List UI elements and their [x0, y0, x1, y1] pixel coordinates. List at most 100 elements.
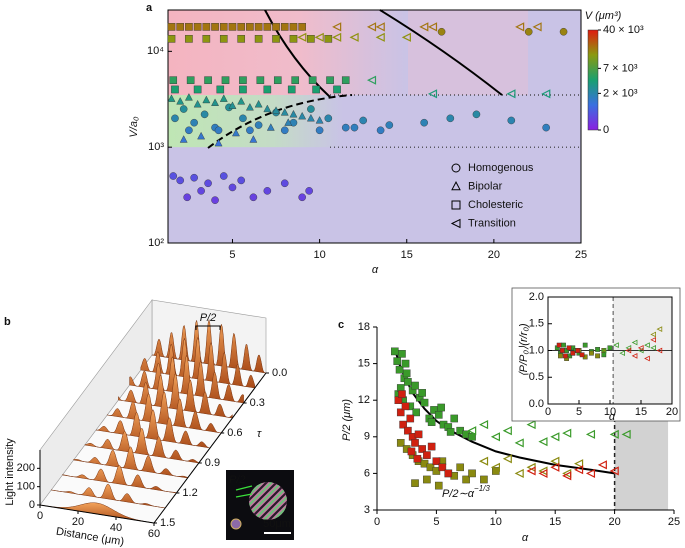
data-point — [176, 23, 184, 31]
data-point — [349, 32, 359, 42]
data-point — [404, 426, 412, 435]
stripe — [262, 482, 287, 520]
data-point — [515, 22, 525, 32]
data-point — [656, 326, 663, 332]
data-point — [427, 442, 436, 451]
x-tick-label: 20 — [608, 516, 620, 528]
y-axis-label: τ — [257, 428, 262, 440]
y-tick-label: 1.5 — [529, 318, 544, 330]
data-point — [263, 23, 272, 31]
intensity-trace — [50, 483, 166, 509]
data-point — [171, 85, 179, 94]
data-point — [219, 172, 228, 180]
data-point — [298, 111, 307, 120]
data-point — [570, 350, 576, 356]
data-point — [214, 138, 223, 147]
arrow — [235, 493, 253, 498]
data-point — [411, 479, 419, 487]
data-point — [585, 429, 596, 439]
intensity-trace — [95, 409, 211, 449]
data-point — [249, 193, 258, 202]
data-point — [446, 114, 455, 123]
data-point — [341, 123, 350, 132]
data-point — [559, 348, 565, 353]
data-point — [254, 121, 263, 129]
data-point — [478, 456, 489, 466]
data-point — [582, 342, 588, 348]
data-point — [561, 342, 566, 348]
data-point — [579, 352, 585, 358]
data-point — [239, 85, 247, 94]
pink-region — [408, 10, 528, 96]
data-point — [625, 344, 632, 351]
data-point — [246, 23, 254, 31]
data-point — [221, 76, 230, 84]
x-tick-label: 20 — [666, 406, 678, 418]
y-tick-label: 9 — [364, 431, 370, 443]
data-point — [420, 118, 428, 127]
y-tick-label: 10³ — [148, 141, 164, 153]
y-tick-label: 2.0 — [529, 291, 544, 303]
data-point — [506, 89, 516, 99]
stripe — [267, 482, 287, 520]
data-point — [190, 173, 198, 182]
colorbar-tick-label: 7 × 10³ — [603, 62, 638, 74]
y-axis-label: P/2 (μm) — [341, 399, 353, 441]
data-point — [502, 426, 512, 436]
data-point — [332, 32, 342, 42]
data-point — [456, 463, 464, 472]
data-point — [211, 196, 219, 204]
data-point — [438, 463, 447, 472]
data-point — [574, 465, 584, 475]
data-point — [468, 433, 476, 441]
data-point — [589, 350, 594, 356]
intensity-trace — [62, 464, 177, 494]
data-point — [193, 23, 202, 31]
data-point — [607, 345, 613, 351]
data-point — [272, 35, 280, 43]
x-tick-label: 5 — [576, 406, 582, 418]
data-point — [595, 347, 601, 352]
data-point — [401, 32, 411, 42]
intensity-trace — [73, 446, 188, 479]
colorbar-title: V (μm³) — [585, 10, 622, 22]
data-point — [312, 85, 320, 94]
y-tick-label: 0.5 — [529, 371, 544, 383]
legend-label: Cholesteric — [468, 199, 524, 211]
data-point — [418, 389, 426, 397]
data-point — [254, 99, 263, 108]
data-point — [200, 110, 209, 119]
data-point — [179, 135, 188, 143]
data-point — [396, 408, 405, 417]
data-point — [193, 85, 202, 94]
data-point — [254, 23, 263, 31]
intensity-trace — [129, 354, 244, 404]
micrograph-label: P/2 — [229, 474, 246, 486]
y-tick-label: 10² — [148, 237, 164, 249]
data-point — [526, 420, 536, 430]
data-point — [197, 187, 205, 195]
data-point — [256, 76, 265, 84]
data-point — [183, 193, 191, 202]
data-point — [414, 430, 423, 439]
data-point — [219, 94, 228, 102]
x-tick-label: 40 — [110, 522, 122, 534]
droplet-stripes — [249, 482, 287, 520]
data-point — [398, 350, 406, 358]
stripe — [249, 482, 287, 520]
data-point — [297, 32, 307, 42]
data-point — [204, 179, 212, 188]
data-point — [391, 347, 399, 356]
data-point — [562, 428, 572, 438]
y-tick-label: 1.2 — [182, 487, 197, 499]
x-tick-label: 5 — [229, 249, 235, 261]
x-axis-label: α — [372, 264, 379, 276]
data-point — [396, 439, 405, 447]
data-point — [566, 345, 572, 351]
legend-marker — [451, 181, 461, 191]
y-tick-label: 10⁴ — [147, 45, 164, 57]
z-axis-label: Light intensity — [4, 438, 16, 506]
data-point — [291, 76, 300, 84]
legend-label: Homogenous — [468, 162, 534, 174]
